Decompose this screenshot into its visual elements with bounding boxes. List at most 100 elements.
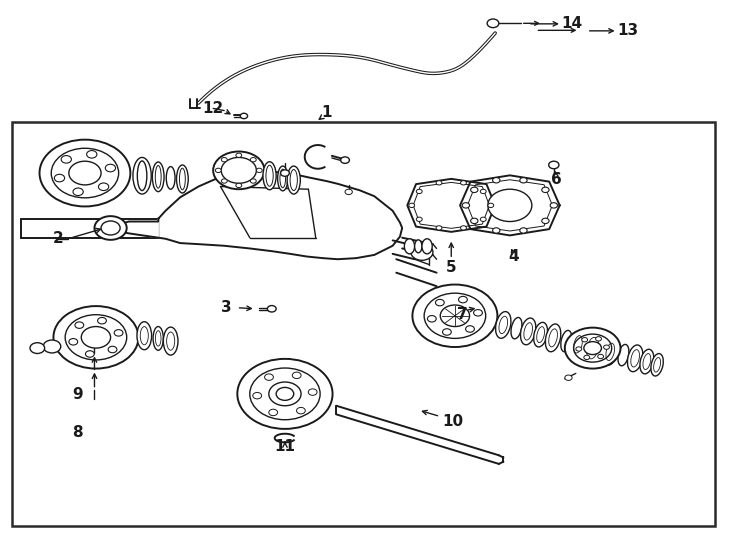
Ellipse shape	[511, 318, 522, 339]
Circle shape	[297, 407, 305, 414]
Ellipse shape	[176, 165, 188, 193]
Ellipse shape	[164, 327, 178, 355]
Ellipse shape	[404, 239, 415, 254]
Circle shape	[81, 327, 111, 348]
Circle shape	[542, 187, 549, 193]
Circle shape	[427, 315, 436, 322]
Circle shape	[69, 161, 101, 185]
Circle shape	[236, 183, 241, 187]
Circle shape	[30, 343, 45, 354]
Circle shape	[488, 203, 494, 207]
Circle shape	[269, 409, 277, 416]
Circle shape	[443, 329, 451, 335]
Ellipse shape	[640, 349, 654, 374]
Text: 10: 10	[442, 414, 463, 429]
Circle shape	[250, 179, 256, 183]
Circle shape	[564, 328, 620, 369]
Circle shape	[54, 174, 65, 182]
Text: 5: 5	[446, 260, 457, 275]
Circle shape	[292, 372, 301, 379]
Circle shape	[493, 178, 500, 183]
Text: 7: 7	[457, 307, 468, 322]
Circle shape	[460, 181, 466, 185]
Circle shape	[413, 285, 498, 347]
Circle shape	[269, 382, 301, 406]
Circle shape	[411, 244, 433, 260]
Text: 6: 6	[550, 172, 562, 187]
Ellipse shape	[582, 332, 603, 364]
Ellipse shape	[495, 312, 511, 338]
Circle shape	[595, 336, 601, 341]
Circle shape	[98, 183, 109, 191]
Ellipse shape	[603, 339, 618, 365]
Ellipse shape	[167, 166, 175, 189]
Circle shape	[69, 339, 78, 345]
Circle shape	[95, 216, 127, 240]
Circle shape	[237, 359, 333, 429]
Circle shape	[459, 296, 468, 303]
Circle shape	[236, 153, 241, 158]
Circle shape	[264, 374, 273, 380]
Ellipse shape	[545, 324, 561, 352]
Circle shape	[440, 305, 470, 327]
Circle shape	[520, 228, 527, 233]
Circle shape	[222, 179, 228, 183]
Circle shape	[213, 152, 264, 189]
Circle shape	[75, 322, 84, 328]
Circle shape	[597, 354, 603, 359]
Text: 8: 8	[73, 425, 83, 440]
Circle shape	[267, 306, 276, 312]
Ellipse shape	[263, 162, 276, 190]
Ellipse shape	[651, 354, 664, 376]
Text: 14: 14	[562, 16, 583, 31]
Polygon shape	[494, 194, 526, 216]
Circle shape	[603, 345, 609, 349]
Circle shape	[87, 151, 97, 158]
Text: 2: 2	[52, 231, 63, 246]
Circle shape	[582, 338, 588, 342]
Circle shape	[256, 168, 262, 172]
Text: 1: 1	[321, 105, 332, 120]
Polygon shape	[407, 179, 495, 232]
Circle shape	[436, 181, 442, 185]
Circle shape	[576, 347, 582, 351]
Circle shape	[73, 188, 83, 195]
Circle shape	[470, 187, 478, 193]
Text: 11: 11	[275, 439, 296, 454]
Circle shape	[470, 218, 478, 224]
Circle shape	[40, 140, 131, 206]
Ellipse shape	[534, 322, 548, 347]
Circle shape	[250, 158, 256, 162]
Polygon shape	[115, 219, 159, 238]
Circle shape	[108, 346, 117, 353]
Ellipse shape	[628, 345, 643, 372]
Text: 12: 12	[203, 101, 224, 116]
Circle shape	[473, 309, 482, 316]
Circle shape	[416, 190, 422, 194]
Circle shape	[436, 226, 442, 230]
Ellipse shape	[561, 330, 572, 352]
Circle shape	[520, 178, 527, 183]
Ellipse shape	[133, 158, 151, 194]
Circle shape	[98, 318, 106, 324]
Circle shape	[584, 342, 601, 355]
Text: 4: 4	[508, 249, 519, 264]
Circle shape	[115, 329, 123, 336]
Circle shape	[105, 164, 115, 172]
Ellipse shape	[618, 345, 629, 366]
Circle shape	[215, 168, 221, 172]
Polygon shape	[159, 172, 402, 259]
Ellipse shape	[153, 327, 164, 350]
Circle shape	[550, 202, 558, 208]
Ellipse shape	[520, 318, 536, 345]
Circle shape	[240, 113, 247, 119]
Ellipse shape	[153, 162, 164, 192]
Circle shape	[462, 202, 470, 208]
Circle shape	[54, 306, 139, 369]
Ellipse shape	[415, 240, 422, 253]
Polygon shape	[460, 176, 560, 235]
Circle shape	[549, 161, 559, 168]
Circle shape	[416, 217, 422, 221]
Circle shape	[85, 351, 94, 357]
Circle shape	[493, 228, 500, 233]
